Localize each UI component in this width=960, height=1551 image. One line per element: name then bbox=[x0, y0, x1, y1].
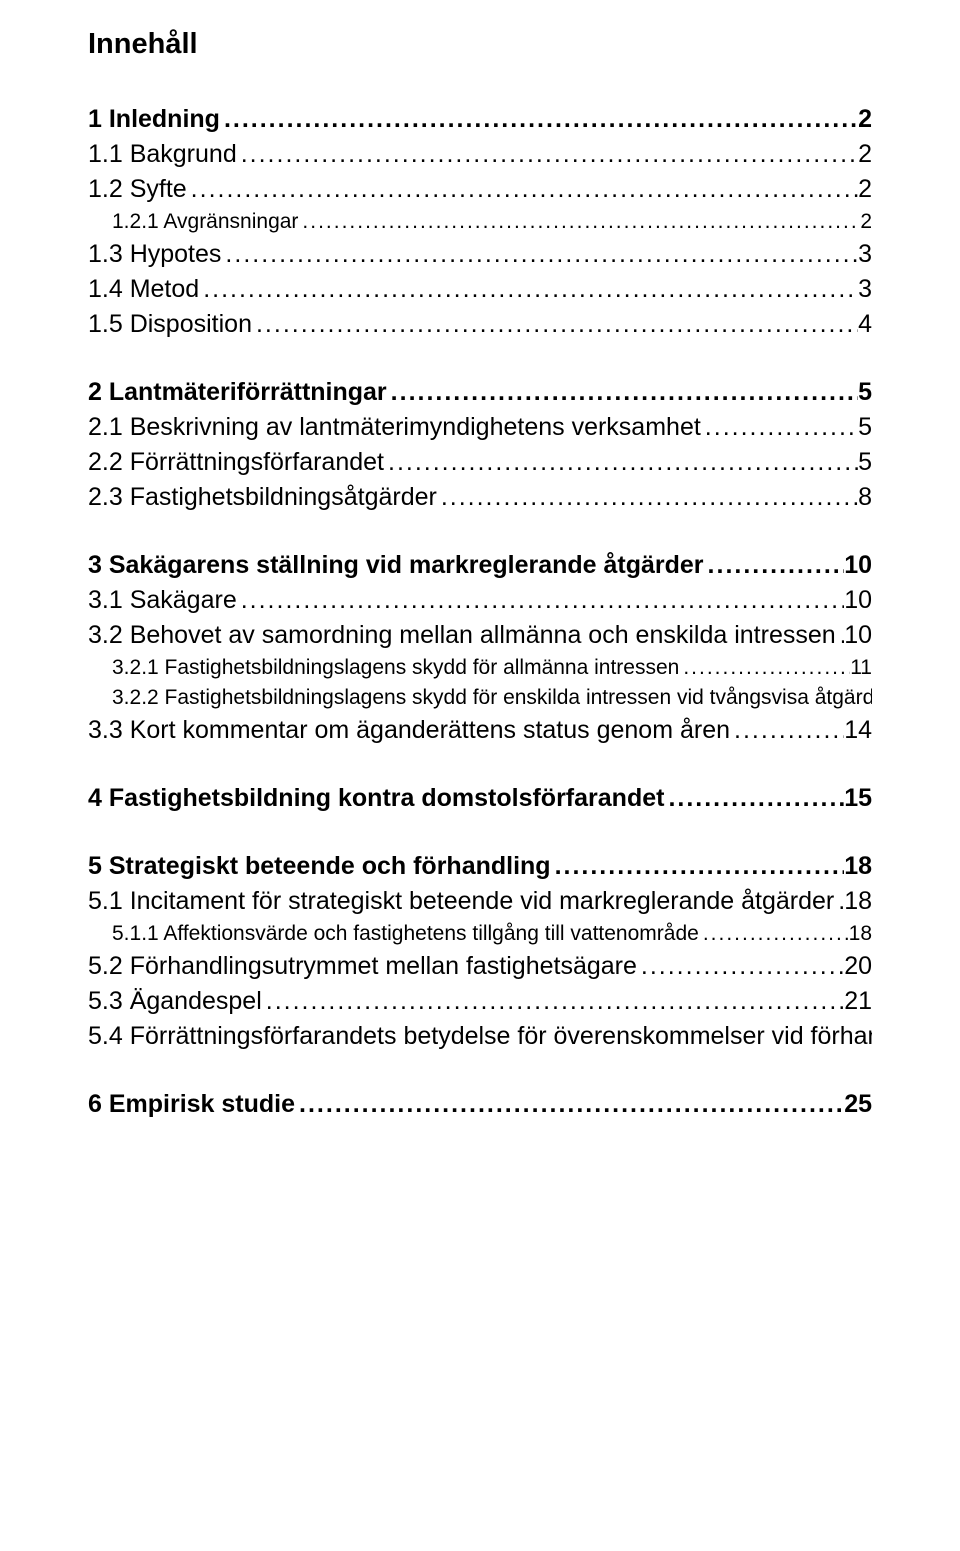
toc-entry-page: 10 bbox=[844, 551, 872, 580]
toc-leader: ........................................… bbox=[836, 621, 845, 650]
toc-entry-page: 25 bbox=[844, 1090, 872, 1119]
toc-entry-label: 1.2 Syfte bbox=[88, 175, 187, 204]
toc-entry-label: 3.2.1 Fastighetsbildningslagens skydd fö… bbox=[112, 656, 679, 680]
toc-entry-label: 3.2 Behovet av samordning mellan allmänn… bbox=[88, 621, 836, 650]
toc-leader: ........................................… bbox=[704, 551, 845, 580]
toc-leader: ........................................… bbox=[298, 210, 860, 234]
document-page: Innehåll 1 Inledning....................… bbox=[0, 0, 960, 1551]
toc-entry-label: 5.2 Förhandlingsutrymmet mellan fastighe… bbox=[88, 952, 637, 981]
toc-entry-page: 5 bbox=[858, 413, 872, 442]
toc-leader: ........................................… bbox=[237, 140, 858, 169]
toc-entry-label: 3 Sakägarens ställning vid markreglerand… bbox=[88, 551, 704, 580]
toc-entry: 1.1 Bakgrund............................… bbox=[88, 140, 872, 169]
toc-leader: ........................................… bbox=[384, 448, 858, 477]
toc-entry: 3 Sakägarens ställning vid markreglerand… bbox=[88, 551, 872, 580]
toc-leader: ........................................… bbox=[252, 310, 858, 339]
toc-entry-page: 3 bbox=[858, 275, 872, 304]
toc-entry-page: 14 bbox=[844, 716, 872, 745]
toc-leader: ........................................… bbox=[387, 378, 858, 407]
toc-entry: 5 Strategiskt beteende och förhandling..… bbox=[88, 852, 872, 881]
toc-entry-label: 2.3 Fastighetsbildningsåtgärder bbox=[88, 483, 437, 512]
toc-entry-label: 5.4 Förrättningsförfarandets betydelse f… bbox=[88, 1022, 872, 1051]
toc-entry-page: 18 bbox=[849, 922, 872, 946]
toc-entry-label: 3.3 Kort kommentar om äganderättens stat… bbox=[88, 716, 730, 745]
toc-entry-page: 5 bbox=[858, 448, 872, 477]
toc-entry-page: 10 bbox=[844, 586, 872, 615]
toc-entry: 3.2.2 Fastighetsbildningslagens skydd fö… bbox=[88, 686, 872, 710]
toc-entry-page: 2 bbox=[858, 175, 872, 204]
toc-leader: ........................................… bbox=[701, 413, 858, 442]
toc-entry: 5.1 Incitament för strategiskt beteende … bbox=[88, 887, 872, 916]
toc-leader: ........................................… bbox=[664, 784, 844, 813]
toc-entry-page: 5 bbox=[858, 378, 872, 407]
toc-entry-page: 10 bbox=[844, 621, 872, 650]
toc-entry: 5.3 Ägandespel..........................… bbox=[88, 987, 872, 1016]
toc-entry-label: 1.2.1 Avgränsningar bbox=[112, 210, 298, 234]
toc-entry-page: 2 bbox=[858, 140, 872, 169]
toc-leader: ........................................… bbox=[437, 483, 858, 512]
toc-entry: 1.2 Syfte...............................… bbox=[88, 175, 872, 204]
toc-entry-label: 2.1 Beskrivning av lantmäterimyndigheten… bbox=[88, 413, 701, 442]
toc-entry-label: 1.5 Disposition bbox=[88, 310, 252, 339]
toc-leader: ........................................… bbox=[730, 716, 844, 745]
toc-leader: ........................................… bbox=[551, 852, 845, 881]
toc-entry: 5.2 Förhandlingsutrymmet mellan fastighe… bbox=[88, 952, 872, 981]
toc-entry-page: 3 bbox=[858, 240, 872, 269]
toc-leader: ........................................… bbox=[187, 175, 858, 204]
toc-entry: 5.1.1 Affektionsvärde och fastighetens t… bbox=[88, 922, 872, 946]
toc-entry: 2 Lantmäteriförrättningar...............… bbox=[88, 378, 872, 407]
toc-entry: 3.2.1 Fastighetsbildningslagens skydd fö… bbox=[88, 656, 872, 680]
toc-leader: ........................................… bbox=[199, 275, 858, 304]
toc-entry-page: 2 bbox=[858, 105, 872, 134]
toc-entry-label: 2 Lantmäteriförrättningar bbox=[88, 378, 387, 407]
toc-entry-page: 18 bbox=[844, 852, 872, 881]
toc-entry-page: 21 bbox=[844, 987, 872, 1016]
toc-entry: 1 Inledning.............................… bbox=[88, 105, 872, 134]
toc-leader: ........................................… bbox=[295, 1090, 844, 1119]
toc-entry-page: 8 bbox=[858, 483, 872, 512]
toc-entry: 6 Empirisk studie.......................… bbox=[88, 1090, 872, 1119]
toc-entry: 3.1 Sakägare............................… bbox=[88, 586, 872, 615]
toc-entry-label: 6 Empirisk studie bbox=[88, 1090, 295, 1119]
toc-leader: ........................................… bbox=[237, 586, 844, 615]
toc-entry: 3.3 Kort kommentar om äganderättens stat… bbox=[88, 716, 872, 745]
toc-entry-label: 5.1.1 Affektionsvärde och fastighetens t… bbox=[112, 922, 699, 946]
toc-entry: 4 Fastighetsbildning kontra domstolsförf… bbox=[88, 784, 872, 813]
toc-entry-label: 1.1 Bakgrund bbox=[88, 140, 237, 169]
toc-entry-label: 5.3 Ägandespel bbox=[88, 987, 262, 1016]
toc-leader: ........................................… bbox=[262, 987, 844, 1016]
toc-entry: 2.3 Fastighetsbildningsåtgärder.........… bbox=[88, 483, 872, 512]
toc-entry: 1.2.1 Avgränsningar.....................… bbox=[88, 210, 872, 234]
toc-entry-label: 3.2.2 Fastighetsbildningslagens skydd fö… bbox=[112, 686, 872, 710]
toc-leader: ........................................… bbox=[679, 656, 850, 680]
toc-leader: ........................................… bbox=[637, 952, 844, 981]
toc-entry-label: 3.1 Sakägare bbox=[88, 586, 237, 615]
toc-entry-page: 2 bbox=[860, 210, 872, 234]
toc-leader: ........................................… bbox=[221, 240, 858, 269]
toc-entry: 1.4 Metod...............................… bbox=[88, 275, 872, 304]
toc-entry-page: 20 bbox=[844, 952, 872, 981]
toc-entry-label: 5.1 Incitament för strategiskt beteende … bbox=[88, 887, 834, 916]
toc-entry-label: 2.2 Förrättningsförfarandet bbox=[88, 448, 384, 477]
toc-leader: ........................................… bbox=[699, 922, 849, 946]
toc-leader: ........................................… bbox=[834, 887, 844, 916]
toc-entry-label: 5 Strategiskt beteende och förhandling bbox=[88, 852, 551, 881]
toc-entry: 2.1 Beskrivning av lantmäterimyndigheten… bbox=[88, 413, 872, 442]
toc-entry-label: 1.4 Metod bbox=[88, 275, 199, 304]
toc-leader: ........................................… bbox=[220, 105, 858, 134]
toc-entry: 1.5 Disposition.........................… bbox=[88, 310, 872, 339]
toc-entry-page: 18 bbox=[844, 887, 872, 916]
toc-entry-page: 15 bbox=[844, 784, 872, 813]
toc-entry-label: 1 Inledning bbox=[88, 105, 220, 134]
toc-entry: 5.4 Förrättningsförfarandets betydelse f… bbox=[88, 1022, 872, 1051]
toc-entry-label: 1.3 Hypotes bbox=[88, 240, 221, 269]
toc-entry-page: 11 bbox=[850, 656, 872, 680]
toc-entry: 3.2 Behovet av samordning mellan allmänn… bbox=[88, 621, 872, 650]
toc-entry-page: 4 bbox=[858, 310, 872, 339]
toc-entry: 1.3 Hypotes.............................… bbox=[88, 240, 872, 269]
toc-title: Innehåll bbox=[88, 28, 872, 61]
toc-entry-label: 4 Fastighetsbildning kontra domstolsförf… bbox=[88, 784, 664, 813]
toc-entry: 2.2 Förrättningsförfarandet.............… bbox=[88, 448, 872, 477]
toc-body: 1 Inledning.............................… bbox=[88, 105, 872, 1119]
